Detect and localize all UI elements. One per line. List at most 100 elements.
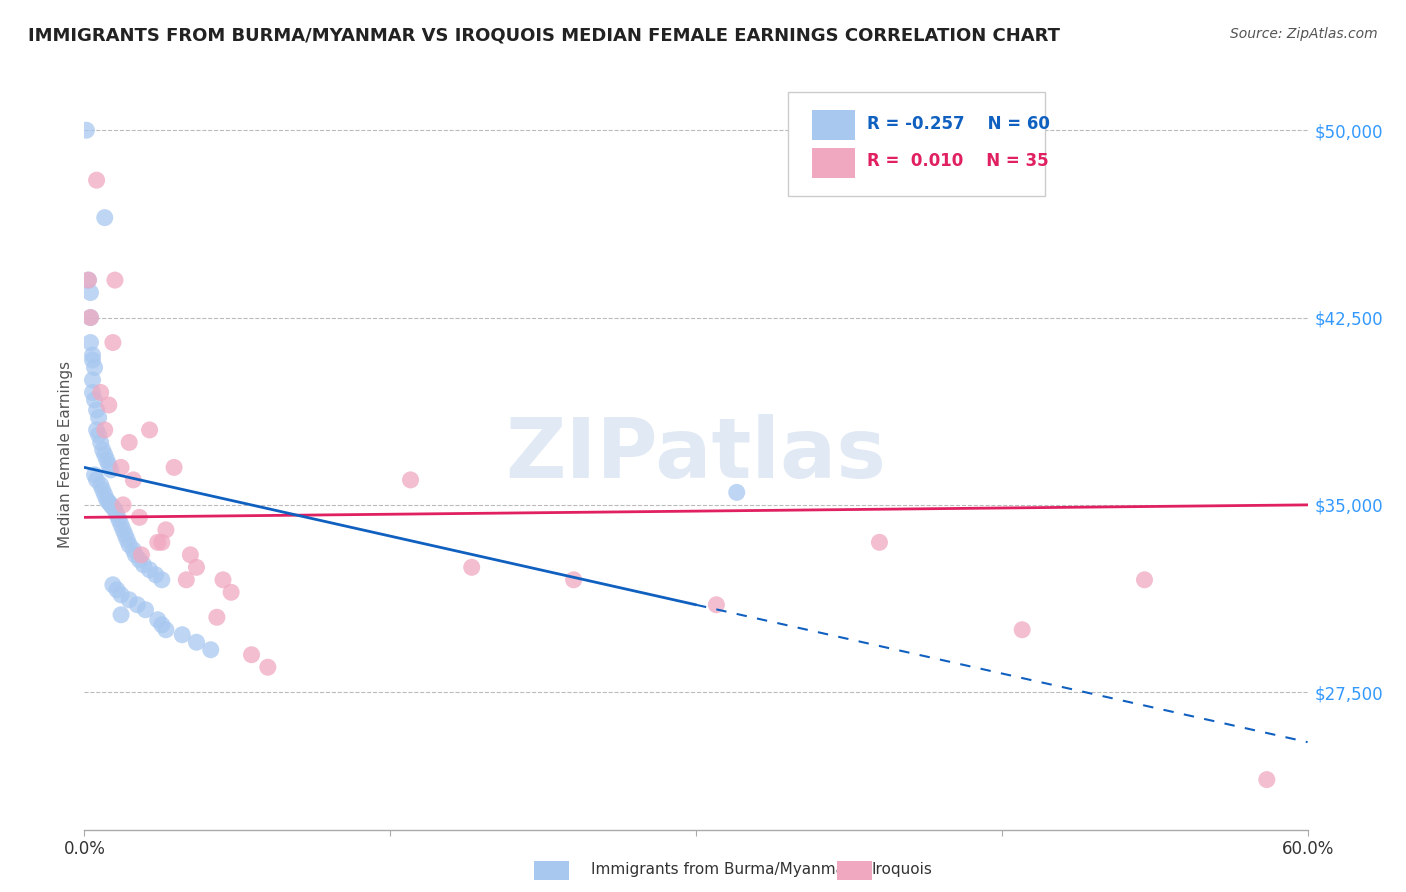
Point — [86, 173, 108, 187]
Point — [87, 428, 110, 442]
Point — [128, 510, 150, 524]
Point — [725, 485, 748, 500]
Point — [127, 598, 149, 612]
Point — [1256, 772, 1278, 787]
Point — [112, 523, 135, 537]
Point — [257, 660, 280, 674]
Point — [1011, 623, 1033, 637]
Point — [110, 517, 132, 532]
Point — [706, 598, 728, 612]
Point — [132, 558, 155, 572]
Point — [112, 498, 135, 512]
Point — [79, 285, 101, 300]
Point — [138, 423, 160, 437]
Point — [93, 448, 115, 462]
Text: Iroquois: Iroquois — [872, 863, 932, 877]
Point — [93, 423, 115, 437]
Point — [118, 435, 141, 450]
Point — [131, 548, 153, 562]
Point — [79, 335, 101, 350]
Point — [179, 548, 201, 562]
Point — [82, 348, 104, 362]
Text: R =  0.010    N = 35: R = 0.010 N = 35 — [868, 153, 1049, 170]
Point — [124, 548, 146, 562]
Point — [155, 523, 177, 537]
Point — [114, 528, 136, 542]
Point — [97, 398, 120, 412]
Point — [186, 560, 208, 574]
Point — [240, 648, 263, 662]
Point — [82, 385, 104, 400]
Point — [101, 500, 124, 515]
Point — [118, 538, 141, 552]
Point — [79, 310, 101, 325]
Point — [77, 273, 100, 287]
Point — [101, 578, 124, 592]
Point — [110, 607, 132, 622]
Point — [150, 535, 173, 549]
Point — [104, 503, 127, 517]
Text: ZIPatlas: ZIPatlas — [506, 415, 886, 495]
Text: IMMIGRANTS FROM BURMA/MYANMAR VS IROQUOIS MEDIAN FEMALE EARNINGS CORRELATION CHA: IMMIGRANTS FROM BURMA/MYANMAR VS IROQUOI… — [28, 27, 1060, 45]
Point — [205, 610, 228, 624]
Point — [163, 460, 186, 475]
Point — [461, 560, 484, 574]
Point — [174, 573, 197, 587]
FancyBboxPatch shape — [813, 111, 855, 140]
Point — [86, 473, 108, 487]
Point — [138, 563, 160, 577]
Point — [86, 423, 108, 437]
Point — [115, 533, 138, 547]
Point — [91, 483, 114, 497]
Point — [83, 467, 105, 482]
Point — [105, 508, 128, 522]
Point — [96, 492, 118, 507]
Point — [122, 473, 145, 487]
Text: R = -0.257    N = 60: R = -0.257 N = 60 — [868, 115, 1050, 133]
Point — [93, 488, 115, 502]
Point — [219, 585, 242, 599]
Point — [93, 211, 115, 225]
Point — [212, 573, 235, 587]
Point — [90, 478, 112, 492]
Point — [96, 453, 118, 467]
Point — [146, 535, 169, 549]
Point — [77, 273, 100, 287]
Point — [104, 273, 127, 287]
Point — [101, 335, 124, 350]
Point — [83, 392, 105, 407]
Point — [145, 567, 167, 582]
Point — [150, 617, 173, 632]
Point — [118, 592, 141, 607]
Point — [1133, 573, 1156, 587]
Point — [100, 463, 122, 477]
Point — [172, 628, 194, 642]
Point — [82, 353, 104, 368]
Point — [91, 442, 114, 457]
Point — [90, 435, 112, 450]
Point — [90, 385, 112, 400]
Point — [869, 535, 891, 549]
Point — [562, 573, 585, 587]
Point — [200, 642, 222, 657]
Point — [135, 603, 157, 617]
Point — [155, 623, 177, 637]
FancyBboxPatch shape — [813, 148, 855, 178]
Point — [97, 458, 120, 472]
Point — [122, 542, 145, 557]
Point — [146, 613, 169, 627]
Text: Immigrants from Burma/Myanmar: Immigrants from Burma/Myanmar — [591, 863, 851, 877]
Point — [82, 373, 104, 387]
Point — [75, 123, 97, 137]
Point — [86, 403, 108, 417]
Text: Source: ZipAtlas.com: Source: ZipAtlas.com — [1230, 27, 1378, 41]
Point — [110, 460, 132, 475]
Point — [150, 573, 173, 587]
Point — [186, 635, 208, 649]
Point — [97, 495, 120, 509]
Point — [108, 513, 131, 527]
Point — [399, 473, 422, 487]
FancyBboxPatch shape — [787, 92, 1045, 196]
Point — [79, 310, 101, 325]
Y-axis label: Median Female Earnings: Median Female Earnings — [58, 361, 73, 549]
